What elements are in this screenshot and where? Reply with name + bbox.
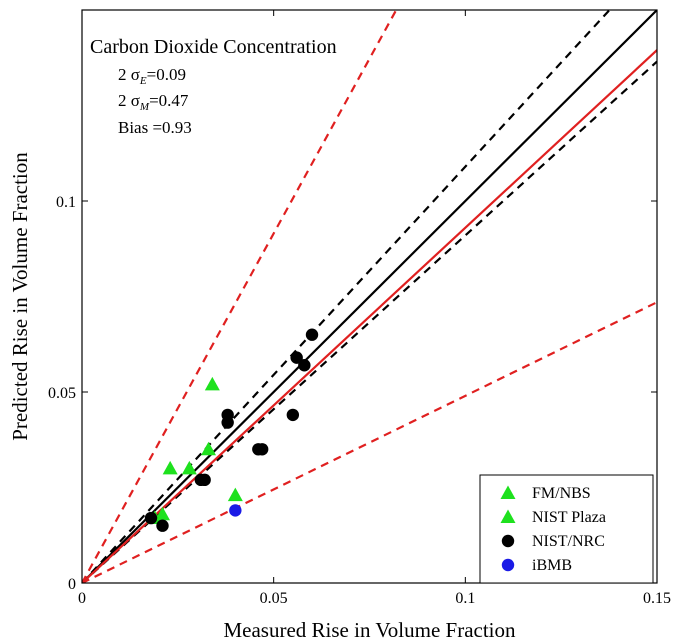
sigma-e-value: =0.09: [147, 65, 186, 84]
axis-ticks: 0 0.05 0.1 0.15 0 0.05 0.1: [48, 10, 671, 607]
y-tick-label: 0: [68, 576, 76, 593]
legend-marker-nist-nrc: [501, 534, 515, 548]
point-nist-nrc: [198, 473, 211, 487]
legend-marker-fm-nbs: [500, 485, 516, 499]
point-nist-nrc: [221, 416, 234, 429]
bias-annotation: Bias =0.93: [118, 118, 192, 137]
point-fm-nbs: [162, 460, 178, 475]
point-nist-plaza: [155, 506, 170, 521]
point-fm-nbs: [227, 487, 243, 502]
x-tick-label: 0.1: [455, 590, 475, 607]
point-ibmb: [229, 504, 242, 517]
reference-line-2: [82, 10, 611, 583]
plot-frame: [81, 9, 658, 584]
x-tick-label: 0.15: [643, 590, 671, 607]
legend-label-fm-nbs: FM/NBS: [532, 485, 591, 502]
point-fm-nbs: [201, 441, 216, 456]
point-fm-nbs: [204, 376, 220, 391]
legend-label-ibmb: iBMB: [532, 557, 572, 574]
point-nist-nrc: [255, 443, 269, 456]
legend: FM/NBS NIST Plaza NIST/NRC iBMB: [479, 474, 654, 584]
legend-marker-ibmb: [501, 558, 515, 572]
x-tick-label: 0.05: [260, 590, 288, 607]
point-nist-nrc: [286, 408, 300, 422]
sigma-m-symbol: 2 σ: [118, 91, 140, 110]
sigma-e-symbol: 2 σ: [118, 65, 140, 84]
y-tick-label: 0.1: [56, 194, 76, 211]
sigma-e-annotation: 2 σE=0.09: [118, 65, 186, 87]
reference-line-1: [82, 10, 657, 583]
legend-marker-nist-plaza: [500, 509, 516, 523]
data-points: [144, 328, 319, 532]
point-fm-nbs: [181, 460, 197, 475]
point-nist-nrc: [298, 359, 311, 372]
sigma-m-annotation: 2 σM=0.47: [118, 91, 189, 113]
x-axis-label: Measured Rise in Volume Fraction: [223, 618, 516, 642]
reference-lines: [82, 10, 657, 583]
sigma-m-subscript: M: [139, 101, 150, 113]
chart-title: Carbon Dioxide Concentration: [90, 36, 337, 58]
sigma-m-value: =0.47: [149, 91, 189, 110]
stats-annotation: Carbon Dioxide Concentration 2 σE=0.09 2…: [90, 36, 337, 137]
point-nist-nrc: [305, 328, 319, 341]
point-nist-nrc: [156, 519, 169, 532]
legend-label-nist-plaza: NIST Plaza: [532, 509, 606, 526]
reference-line-5: [82, 10, 398, 583]
x-tick-label: 0: [78, 590, 86, 607]
sigma-e-subscript: E: [139, 75, 147, 87]
legend-label-nist-nrc: NIST/NRC: [532, 533, 605, 550]
reference-line-3: [82, 60, 657, 583]
y-tick-label: 0.05: [48, 385, 76, 402]
reference-line-6: [82, 301, 657, 583]
point-nist-nrc: [290, 351, 303, 364]
reference-line-4: [82, 49, 657, 583]
y-axis-label: Predicted Rise in Volume Fraction: [8, 152, 32, 441]
point-nist-nrc: [144, 511, 158, 525]
